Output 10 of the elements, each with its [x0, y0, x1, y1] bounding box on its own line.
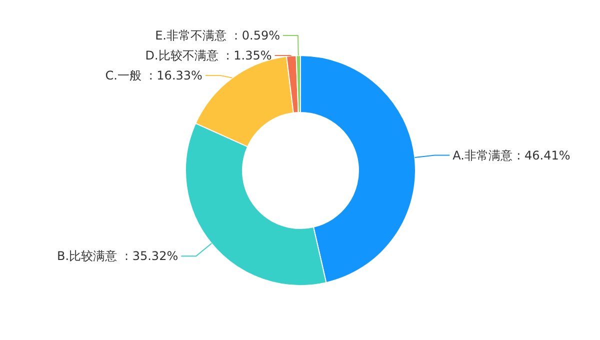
slice-label: C.一般: [105, 68, 142, 83]
data-label: : 16.33%: [148, 68, 202, 83]
slice-label: D.比较不满意: [145, 48, 218, 63]
data-label: : 35.32%: [124, 249, 178, 264]
data-label: : 1.35%: [226, 48, 272, 63]
data-label: : 46.41%: [516, 148, 570, 162]
slice-label: A.非常满意: [452, 148, 512, 162]
data-label: : 0.59%: [234, 28, 280, 43]
slice-label: E.非常不满意: [155, 28, 227, 43]
slice-label: B.比较满意: [57, 249, 118, 264]
